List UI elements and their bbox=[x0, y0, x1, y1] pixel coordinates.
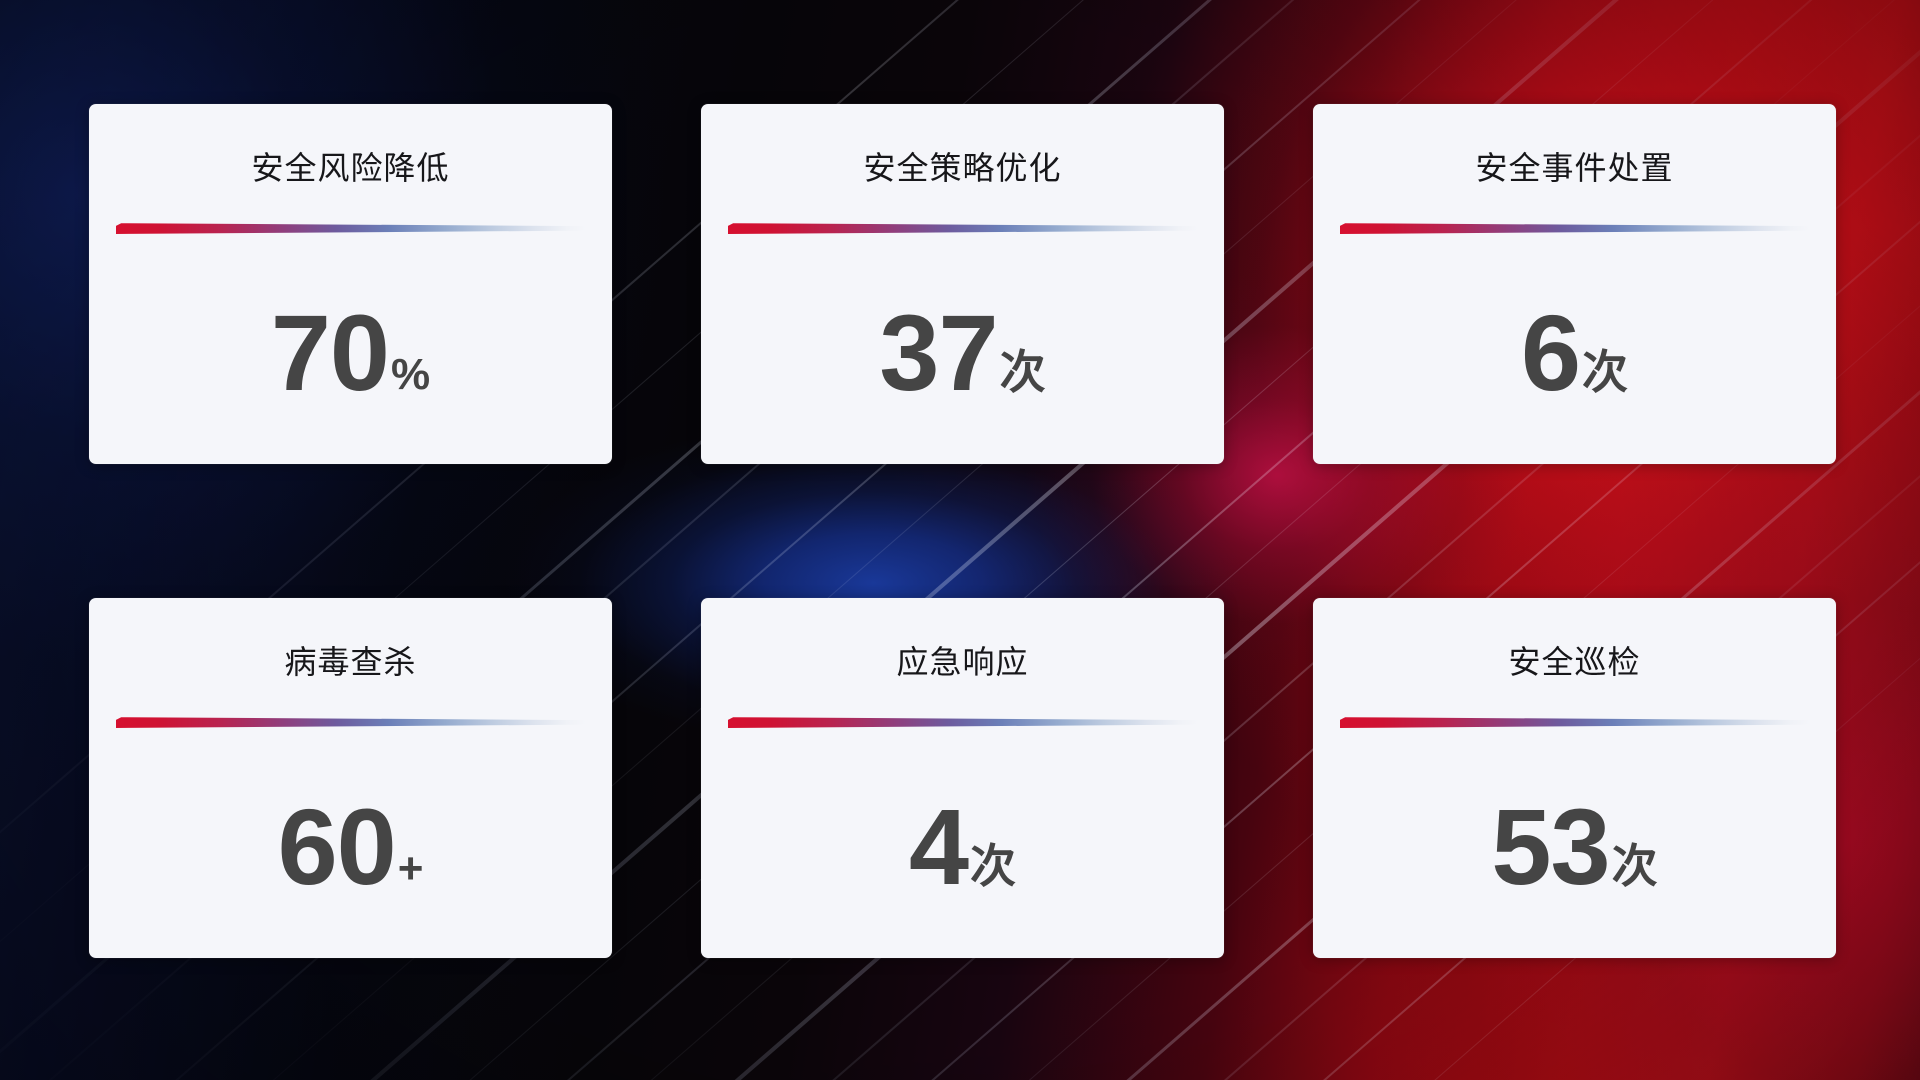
metric-value-unit: 次 bbox=[999, 345, 1046, 398]
metric-card-divider bbox=[115, 716, 586, 728]
metric-card-title: 安全巡检 bbox=[1508, 644, 1641, 680]
metric-value-number: 53 bbox=[1491, 785, 1610, 907]
metric-value-number: 70 bbox=[270, 291, 390, 413]
metric-card[interactable]: 安全策略优化 37 次 bbox=[701, 104, 1224, 464]
metric-card[interactable]: 安全风险降低 70% bbox=[89, 104, 612, 464]
metric-card-divider bbox=[115, 222, 586, 234]
metric-value-number: 6 bbox=[1520, 291, 1581, 413]
metric-value-number: 37 bbox=[879, 291, 998, 413]
metric-card-value: 70% bbox=[270, 291, 431, 413]
gradient-bar bbox=[115, 223, 586, 234]
metric-card-title: 病毒查杀 bbox=[284, 644, 417, 680]
gradient-bar bbox=[1339, 223, 1810, 234]
gradient-bar bbox=[115, 717, 586, 728]
metric-value-number: 4 bbox=[908, 785, 969, 907]
metric-card-value: 37 次 bbox=[879, 291, 1046, 413]
metric-value-unit: 次 bbox=[970, 839, 1017, 892]
metric-card[interactable]: 安全事件处置 6 次 bbox=[1313, 104, 1836, 464]
metric-value-number: 60 bbox=[277, 785, 397, 907]
metric-card-divider bbox=[1339, 222, 1810, 234]
metric-card-divider bbox=[727, 222, 1198, 234]
metric-value-unit: 次 bbox=[1582, 345, 1629, 398]
gradient-bar bbox=[1339, 717, 1810, 728]
metric-value-unit: % bbox=[391, 349, 431, 399]
metric-card-value: 53 次 bbox=[1491, 785, 1658, 907]
metric-card-divider bbox=[727, 716, 1198, 728]
metric-card-divider bbox=[1339, 716, 1810, 728]
metric-card[interactable]: 病毒查杀 60 + bbox=[89, 598, 612, 958]
metric-value-unit: 次 bbox=[1611, 839, 1658, 892]
metric-card-title: 安全风险降低 bbox=[251, 150, 450, 186]
metric-card-title: 安全事件处置 bbox=[1475, 150, 1674, 186]
gradient-bar bbox=[727, 223, 1198, 234]
gradient-bar bbox=[727, 717, 1198, 728]
metric-card[interactable]: 安全巡检 53 次 bbox=[1313, 598, 1836, 958]
metric-card-title: 应急响应 bbox=[896, 644, 1029, 680]
metric-value-unit: + bbox=[397, 843, 424, 893]
metric-card-value: 60 + bbox=[277, 785, 424, 907]
metric-card[interactable]: 应急响应 4 次 bbox=[701, 598, 1224, 958]
metric-card-title: 安全策略优化 bbox=[863, 150, 1062, 186]
